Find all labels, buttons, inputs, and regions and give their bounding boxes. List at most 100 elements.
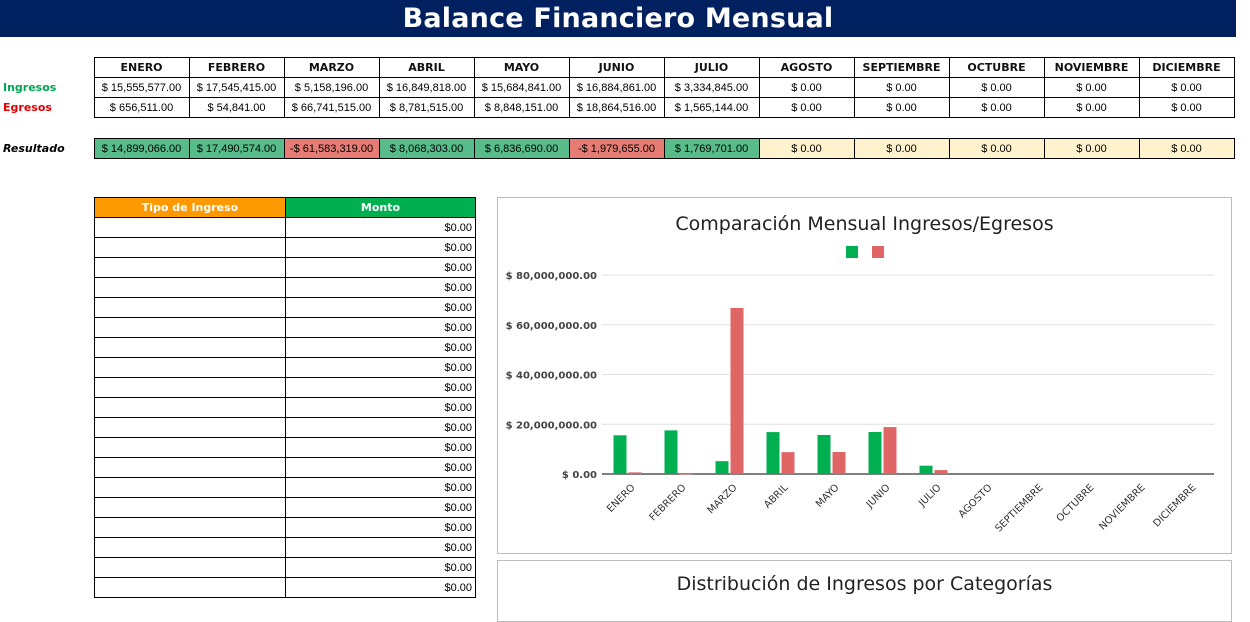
income-type-cell[interactable] <box>94 437 286 458</box>
month-header-octubre[interactable]: OCTUBRE <box>948 57 1045 78</box>
income-type-cell[interactable] <box>94 457 286 478</box>
ingresos-cell[interactable]: $ 0.00 <box>1138 77 1235 98</box>
resultado-cell[interactable]: $ 8,068,303.00 <box>378 138 475 159</box>
ingresos-cell[interactable]: $ 5,158,196.00 <box>283 77 380 98</box>
ingresos-cell[interactable]: $ 15,684,841.00 <box>473 77 570 98</box>
ingresos-cell[interactable]: $ 0.00 <box>758 77 855 98</box>
resultado-cell[interactable]: $ 0.00 <box>1043 138 1140 159</box>
ingresos-cell[interactable]: $ 0.00 <box>948 77 1045 98</box>
month-header-septiembre[interactable]: SEPTIEMBRE <box>853 57 950 78</box>
income-amount-cell[interactable]: $0.00 <box>285 397 476 418</box>
income-amount-cell[interactable]: $0.00 <box>285 257 476 278</box>
month-header-junio[interactable]: JUNIO <box>568 57 665 78</box>
income-type-cell[interactable] <box>94 217 286 238</box>
income-amount-cell[interactable]: $0.00 <box>285 377 476 398</box>
egresos-cell[interactable]: $ 18,864,516.00 <box>568 97 665 118</box>
ingresos-bar-julio[interactable] <box>919 465 933 474</box>
egresos-bar-julio[interactable] <box>934 470 948 474</box>
egresos-bar-junio[interactable] <box>883 427 897 474</box>
ingresos-bar-mayo[interactable] <box>817 434 831 474</box>
egresos-bar-mayo[interactable] <box>832 451 846 474</box>
month-header-julio[interactable]: JULIO <box>663 57 760 78</box>
income-amount-cell[interactable]: $0.00 <box>285 237 476 258</box>
ingresos-bar-marzo[interactable] <box>715 461 729 474</box>
resultado-cell[interactable]: $ 0.00 <box>758 138 855 159</box>
egresos-bar-marzo[interactable] <box>730 307 744 474</box>
income-amount-cell[interactable]: $0.00 <box>285 477 476 498</box>
egresos-cell[interactable]: $ 54,841.00 <box>188 97 285 118</box>
month-header-mayo[interactable]: MAYO <box>473 57 570 78</box>
month-header-marzo[interactable]: MARZO <box>283 57 380 78</box>
resultado-cell[interactable]: -$ 1,979,655.00 <box>568 138 665 159</box>
egresos-cell[interactable]: $ 0.00 <box>853 97 950 118</box>
ingresos-cell[interactable]: $ 16,884,861.00 <box>568 77 665 98</box>
income-type-cell[interactable] <box>94 497 286 518</box>
ingresos-cell[interactable]: $ 0.00 <box>853 77 950 98</box>
egresos-cell[interactable]: $ 0.00 <box>758 97 855 118</box>
month-header-enero[interactable]: ENERO <box>93 57 190 78</box>
month-header-febrero[interactable]: FEBRERO <box>188 57 285 78</box>
income-amount-cell[interactable]: $0.00 <box>285 297 476 318</box>
income-amount-cell[interactable]: $0.00 <box>285 417 476 438</box>
ingresos-cell[interactable]: $ 0.00 <box>1043 77 1140 98</box>
income-type-cell[interactable] <box>94 257 286 278</box>
income-amount-cell[interactable]: $0.00 <box>285 457 476 478</box>
month-header-agosto[interactable]: AGOSTO <box>758 57 855 78</box>
income-amount-cell[interactable]: $0.00 <box>285 537 476 558</box>
resultado-cell[interactable]: $ 1,769,701.00 <box>663 138 760 159</box>
income-amount-cell[interactable]: $0.00 <box>285 517 476 538</box>
ingresos-bar-febrero[interactable] <box>664 430 678 474</box>
ingresos-bar-enero[interactable] <box>613 435 627 474</box>
egresos-cell[interactable]: $ 0.00 <box>948 97 1045 118</box>
ingresos-cell[interactable]: $ 3,334,845.00 <box>663 77 760 98</box>
monthly-comparison-chart[interactable]: Comparación Mensual Ingresos/Egresos $ 0… <box>497 197 1232 554</box>
income-type-cell[interactable] <box>94 417 286 438</box>
income-amount-cell[interactable]: $0.00 <box>285 437 476 458</box>
income-type-cell[interactable] <box>94 317 286 338</box>
ingresos-bar-abril[interactable] <box>766 432 780 474</box>
ingresos-cell[interactable]: $ 15,555,577.00 <box>93 77 190 98</box>
income-amount-cell[interactable]: $0.00 <box>285 557 476 578</box>
month-header-abril[interactable]: ABRIL <box>378 57 475 78</box>
egresos-cell[interactable]: $ 1,565,144.00 <box>663 97 760 118</box>
egresos-cell[interactable]: $ 8,781,515.00 <box>378 97 475 118</box>
income-type-cell[interactable] <box>94 297 286 318</box>
income-amount-cell[interactable]: $0.00 <box>285 577 476 598</box>
resultado-cell[interactable]: $ 6,836,690.00 <box>473 138 570 159</box>
income-amount-cell[interactable]: $0.00 <box>285 217 476 238</box>
resultado-cell[interactable]: $ 0.00 <box>1138 138 1235 159</box>
income-amount-cell[interactable]: $0.00 <box>285 497 476 518</box>
egresos-bar-febrero[interactable] <box>679 473 693 475</box>
income-type-cell[interactable] <box>94 537 286 558</box>
income-amount-cell[interactable]: $0.00 <box>285 337 476 358</box>
ingresos-cell[interactable]: $ 17,545,415.00 <box>188 77 285 98</box>
income-type-cell[interactable] <box>94 337 286 358</box>
egresos-cell[interactable]: $ 0.00 <box>1138 97 1235 118</box>
income-type-cell[interactable] <box>94 477 286 498</box>
income-type-cell[interactable] <box>94 357 286 378</box>
egresos-bar-enero[interactable] <box>628 472 642 474</box>
resultado-cell[interactable]: $ 17,490,574.00 <box>188 138 285 159</box>
ingresos-bar-junio[interactable] <box>868 431 882 474</box>
egresos-cell[interactable]: $ 656,511.00 <box>93 97 190 118</box>
resultado-cell[interactable]: -$ 61,583,319.00 <box>283 138 380 159</box>
resultado-cell[interactable]: $ 0.00 <box>948 138 1045 159</box>
income-type-cell[interactable] <box>94 397 286 418</box>
income-amount-cell[interactable]: $0.00 <box>285 277 476 298</box>
egresos-cell[interactable]: $ 0.00 <box>1043 97 1140 118</box>
month-header-diciembre[interactable]: DICIEMBRE <box>1138 57 1235 78</box>
income-amount-cell[interactable]: $0.00 <box>285 317 476 338</box>
income-amount-cell[interactable]: $0.00 <box>285 357 476 378</box>
egresos-bar-abril[interactable] <box>781 452 795 474</box>
ingresos-cell[interactable]: $ 16,849,818.00 <box>378 77 475 98</box>
category-distribution-chart[interactable]: Distribución de Ingresos por Categorías <box>497 560 1232 622</box>
egresos-cell[interactable]: $ 66,741,515.00 <box>283 97 380 118</box>
income-type-cell[interactable] <box>94 277 286 298</box>
egresos-cell[interactable]: $ 8,848,151.00 <box>473 97 570 118</box>
income-type-cell[interactable] <box>94 237 286 258</box>
resultado-cell[interactable]: $ 0.00 <box>853 138 950 159</box>
income-type-cell[interactable] <box>94 557 286 578</box>
income-type-cell[interactable] <box>94 517 286 538</box>
resultado-cell[interactable]: $ 14,899,066.00 <box>93 138 190 159</box>
income-type-cell[interactable] <box>94 377 286 398</box>
